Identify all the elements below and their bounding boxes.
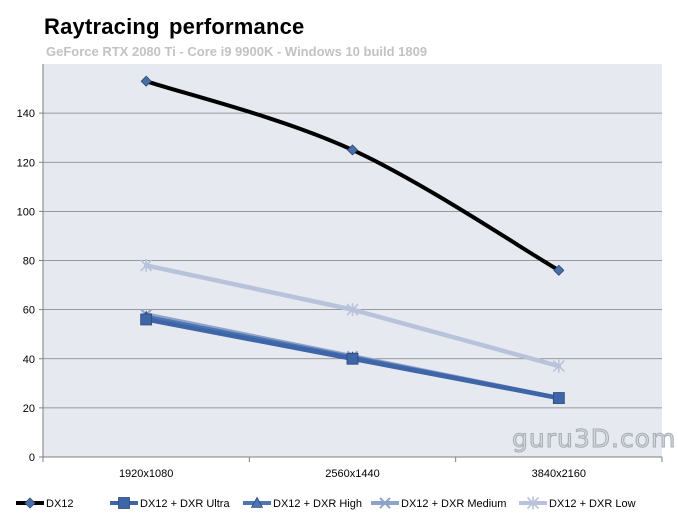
- legend-marker: [379, 497, 391, 509]
- y-tick-label: 80: [23, 256, 35, 268]
- legend-item: DX12 + DXR Ultra: [110, 497, 230, 510]
- y-tick-label: 40: [23, 354, 35, 366]
- x-tick-label: 1920x1080: [119, 468, 173, 480]
- legend-item: DX12 + DXR High: [243, 496, 362, 510]
- series-lines: [139, 75, 566, 404]
- chart-subtitle: GeForce RTX 2080 Ti - Core i9 9900K - Wi…: [46, 44, 428, 59]
- series-dx12-dxr-low: [140, 258, 565, 373]
- x-tick-label: 3840x2160: [532, 468, 586, 480]
- legend-item: DX12 + DXR Medium: [371, 497, 506, 510]
- legend-label: DX12 + DXR High: [273, 498, 362, 510]
- legend-item: DX12: [16, 497, 74, 510]
- series-dx12: [140, 75, 565, 276]
- legend-marker: [526, 496, 540, 510]
- legend-marker: [24, 497, 36, 509]
- legend-item: DX12 + DXR Low: [519, 496, 636, 510]
- series-dx12-dxr-ultra: [140, 313, 565, 404]
- data-point: [553, 264, 565, 276]
- legend-label: DX12 + DXR Ultra: [140, 498, 230, 510]
- legend-label: DX12: [46, 498, 74, 510]
- y-tick-label: 100: [17, 206, 35, 218]
- axes: 0 20 40 60 80 100 120 140 1920x1080 2560x1440 3840…: [17, 64, 663, 480]
- x-tick-label: 2560x1440: [325, 468, 379, 480]
- data-point: [552, 392, 565, 404]
- legend-marker: [118, 497, 130, 509]
- y-tick-label: 60: [23, 305, 35, 317]
- data-point: [140, 258, 153, 272]
- data-point: [552, 359, 565, 373]
- legend-marker: [250, 496, 264, 508]
- data-point: [346, 352, 359, 365]
- legend-label: DX12 + DXR Low: [549, 498, 636, 510]
- chart-title: Raytracing performance: [44, 14, 305, 39]
- data-point: [140, 75, 152, 87]
- data-point: [346, 303, 359, 317]
- y-tick-label: 140: [17, 108, 35, 120]
- y-tick-label: 20: [23, 403, 35, 415]
- y-tick-label: 0: [29, 452, 35, 464]
- data-point: [346, 144, 359, 156]
- watermark-logo: guru3D.com: [512, 424, 676, 453]
- legend-label: DX12 + DXR Medium: [401, 498, 506, 510]
- legend: DX12 DX12 + DXR Ultra DX12 + DXR High DX12 …: [16, 496, 636, 510]
- data-point: [140, 313, 153, 326]
- y-tick-label: 120: [17, 157, 35, 169]
